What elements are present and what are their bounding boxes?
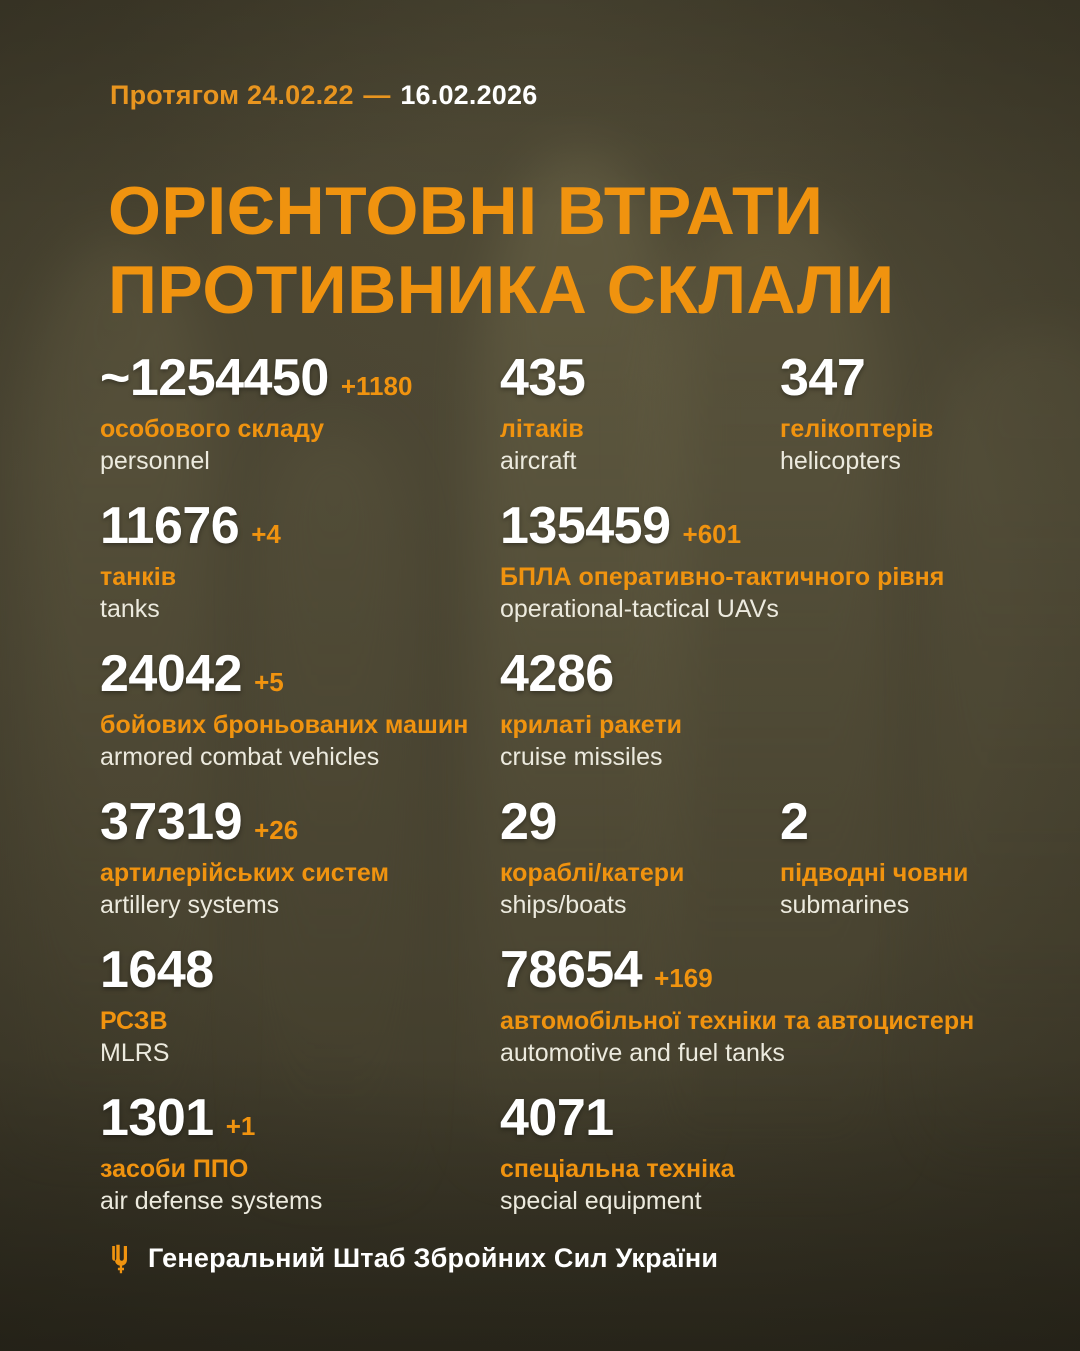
stat-automotive-and-fuel-tanks: 78654 +169 автомобільної техніки та авто… — [500, 944, 974, 1068]
stat-label-en: tanks — [100, 594, 160, 623]
stat-value-row: 29 — [500, 796, 684, 848]
trident-icon — [109, 1244, 127, 1273]
stat-label-en: operational-tactical UAVs — [500, 594, 779, 623]
stat-value: 4071 — [500, 1089, 614, 1147]
stat-mlrs: 1648 РСЗВ MLRS — [100, 944, 214, 1068]
stat-value-row: 4071 — [500, 1092, 735, 1144]
stat-cruise-missiles: 4286 крилаті ракети cruise missiles — [500, 648, 682, 772]
stat-label-en: helicopters — [780, 446, 901, 475]
stat-value-row: 135459 +601 — [500, 500, 944, 552]
stat-value-row: 1648 — [100, 944, 214, 996]
stat-label-en: automotive and fuel tanks — [500, 1038, 785, 1067]
stat-value: 4286 — [500, 645, 614, 703]
stat-value: 435 — [500, 349, 586, 407]
stat-value: 29 — [500, 793, 557, 851]
stat-label-en: special equipment — [500, 1186, 702, 1215]
stat-label-ua: спеціальна техніка — [500, 1155, 735, 1183]
stat-label-ua: бойових броньованих машин — [100, 711, 469, 739]
stat-label-ua: РСЗВ — [100, 1007, 168, 1035]
stat-tanks: 11676 +4 танків tanks — [100, 500, 281, 624]
stat-value-row: 435 — [500, 349, 586, 407]
stat-label-en: personnel — [100, 446, 210, 475]
stat-label-ua: автомобільної техніки та автоцистерн — [500, 1007, 975, 1035]
stat-submarines: 2 підводні човни submarines — [780, 796, 968, 920]
stat-delta: +601 — [682, 519, 742, 549]
stat-value-row: 24042 +5 — [100, 648, 468, 700]
stat-label-ua: кораблі/катери — [500, 859, 685, 887]
stat-delta: +5 — [254, 667, 284, 697]
stat-label-en: ships/boats — [500, 890, 627, 919]
stat-label-ua: гелікоптерів — [780, 415, 934, 443]
footer: Генеральний Штаб Збройних Сил України — [108, 1243, 718, 1274]
stat-label-en: air defense systems — [100, 1186, 323, 1215]
stat-label-ua: БПЛА оперативно-тактичного рівня — [500, 563, 945, 591]
stat-value: 37319 — [100, 793, 243, 851]
stat-air-defense-systems: 1301 +1 засоби ППО air defense systems — [100, 1092, 322, 1216]
stat-delta: +1 — [225, 1111, 256, 1141]
stats-grid: ~1254450 +1180 особового складу personne… — [0, 330, 1080, 1215]
page-title-line-1: ОРІЄНТОВНІ ВТРАТИ — [108, 172, 824, 249]
stat-delta: +169 — [654, 963, 713, 993]
stat-value-row: 347 — [780, 352, 933, 404]
stat-value-row: 78654 +169 — [500, 944, 974, 996]
stat-value-row: 4286 — [500, 648, 682, 700]
stat-armored-combat-vehicles: 24042 +5 бойових броньованих машин armor… — [100, 648, 468, 772]
stat-label-ua: артилерійських систем — [100, 859, 389, 887]
footer-text: Генеральний Штаб Збройних Сил України — [148, 1243, 719, 1273]
stat-label-en: cruise missiles — [500, 742, 663, 771]
stat-value-row: 1301 +1 — [100, 1092, 322, 1144]
stat-value: 135459 — [500, 497, 671, 555]
dateline-prefix: Протягом — [110, 80, 240, 110]
stat-value: 347 — [780, 349, 866, 407]
stat-delta: +1180 — [340, 371, 413, 401]
dateline-end-date: 16.02.2026 — [400, 80, 538, 110]
stat-artillery-systems: 37319 +26 артилерійських систем artiller… — [100, 796, 389, 920]
stat-label-ua: підводні човни — [780, 859, 969, 887]
stat-value-row: 11676 +4 — [100, 500, 281, 552]
dateline-dash: — — [363, 80, 391, 110]
dateline: Протягом 24.02.22 — 16.02.2026 — [110, 80, 537, 111]
stat-value-row: 2 — [780, 796, 968, 848]
stat-label-en: submarines — [780, 890, 910, 919]
stat-value: 11676 — [100, 497, 240, 555]
stat-value: 1301 — [100, 1089, 214, 1147]
stat-label-ua: засоби ППО — [100, 1155, 249, 1183]
stat-value: ~1254450 — [100, 349, 329, 407]
stat-personnel: ~1254450 +1180 особового складу personne… — [100, 352, 412, 476]
stat-label-ua: танків — [100, 563, 177, 591]
stat-uavs: 135459 +601 БПЛА оперативно-тактичного р… — [500, 500, 944, 624]
stat-ships-boats: 29 кораблі/катери ships/boats — [500, 796, 684, 920]
stat-label-en: aircraft — [500, 446, 577, 475]
stat-value: 1648 — [100, 941, 214, 999]
page-title-line-2: ПРОТИВНИКА СКЛАЛИ — [108, 252, 895, 329]
stat-delta: +4 — [251, 519, 281, 549]
stat-value: 78654 — [500, 941, 643, 999]
stat-delta: +26 — [254, 815, 299, 845]
stat-value-row: ~1254450 +1180 — [100, 352, 412, 404]
stat-label-ua: крилаті ракети — [500, 711, 682, 739]
stat-label-en: artillery systems — [100, 890, 280, 919]
stat-aircraft: 435 літаків aircraft — [500, 349, 586, 476]
stat-label-ua: літаків — [500, 415, 584, 443]
stat-helicopters: 347 гелікоптерів helicopters — [780, 352, 933, 476]
stat-label-en: MLRS — [100, 1038, 170, 1067]
stat-value-row: 37319 +26 — [100, 796, 389, 848]
stat-label-ua: особового складу — [100, 415, 325, 443]
stat-value: 24042 — [100, 645, 243, 703]
dateline-start-date: 24.02.22 — [247, 80, 354, 110]
stat-special-equipment: 4071 спеціальна техніка special equipmen… — [500, 1092, 735, 1216]
stat-label-en: armored combat vehicles — [100, 742, 380, 771]
page-title: ОРІЄНТОВНІ ВТРАТИ ПРОТИВНИКА СКЛАЛИ — [108, 172, 895, 331]
stat-value: 2 — [780, 793, 809, 851]
